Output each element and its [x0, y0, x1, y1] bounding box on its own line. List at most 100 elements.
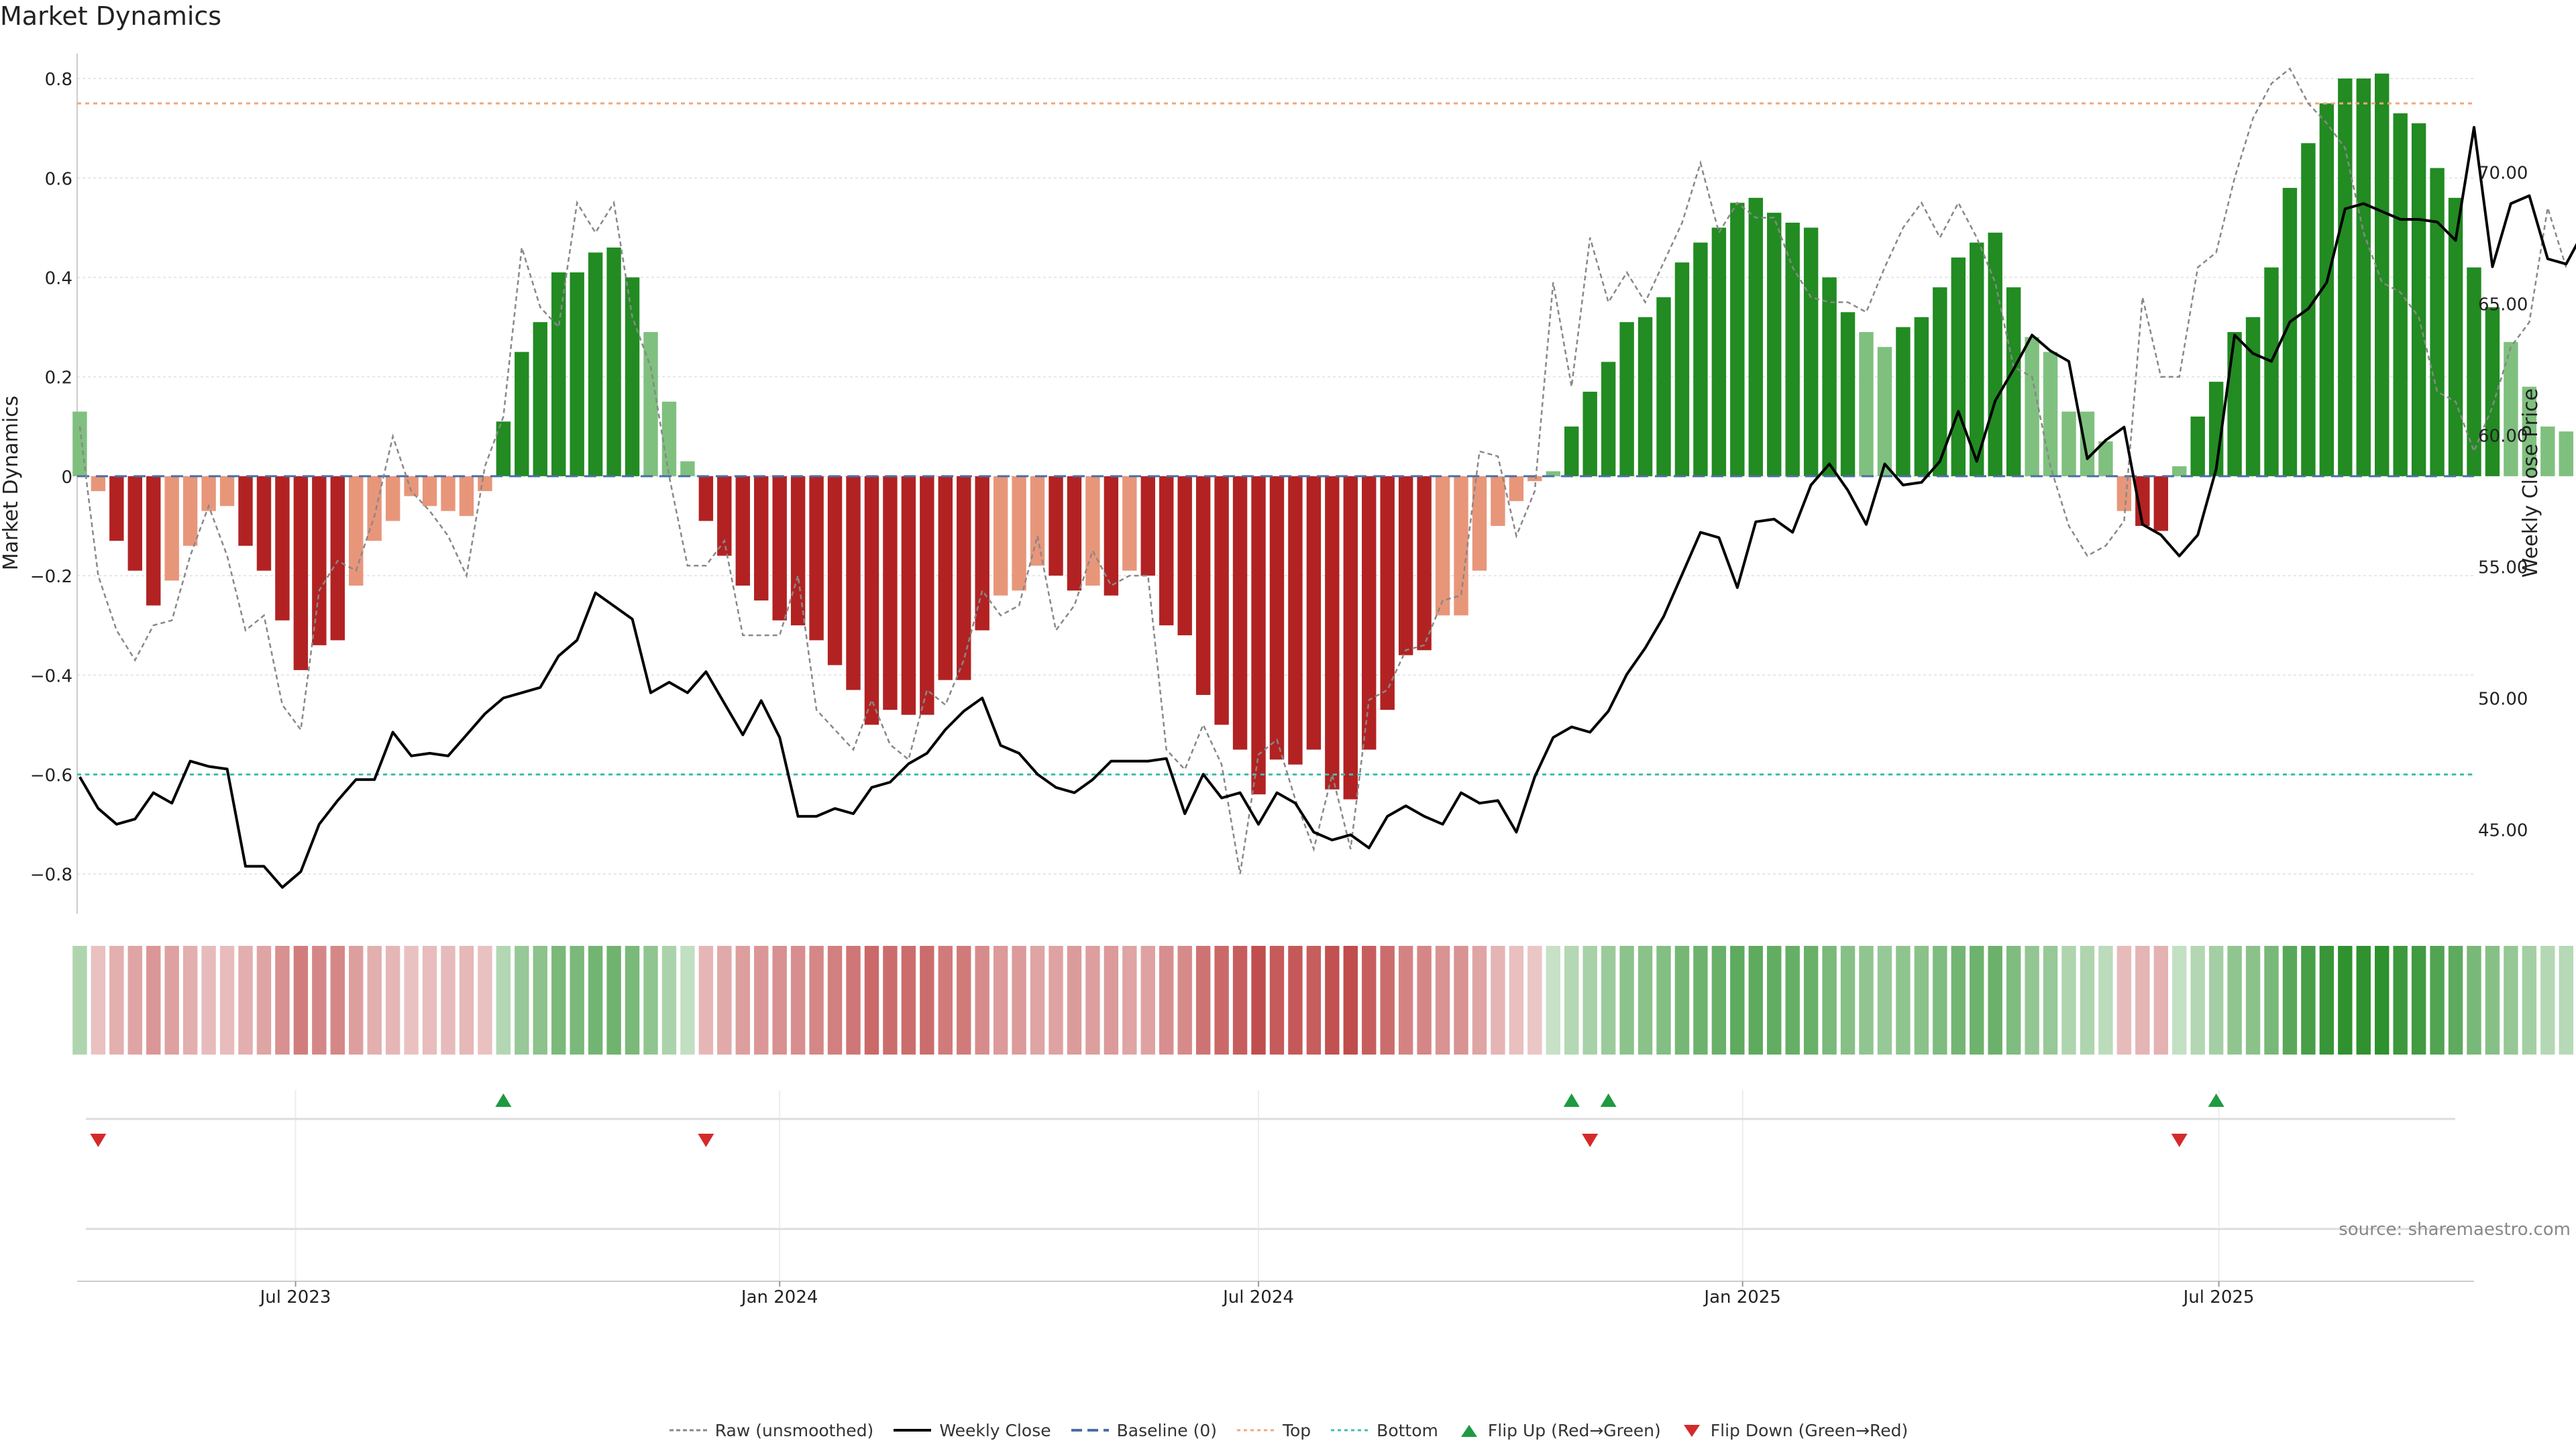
strip-cell — [515, 946, 529, 1055]
strip-cell — [1085, 946, 1100, 1055]
strip-cell — [404, 946, 419, 1055]
reference-lines — [77, 102, 2474, 776]
legend-swatch-baseline — [1071, 1428, 1109, 1432]
bar — [1822, 277, 1837, 476]
bar — [2485, 307, 2500, 476]
strip-cell — [588, 946, 603, 1055]
strip-cell — [1380, 946, 1395, 1055]
x-tick-label: Jan 2024 — [740, 1287, 818, 1307]
strip-cell — [533, 946, 547, 1055]
strip-cell — [164, 946, 179, 1055]
strip-cell — [1122, 946, 1137, 1055]
strip-cell — [1748, 946, 1763, 1055]
strip-cell — [1896, 946, 1911, 1055]
bar — [1417, 476, 1432, 651]
bar — [496, 421, 511, 476]
strip-cell — [975, 946, 989, 1055]
strip-cell — [1840, 946, 1856, 1055]
strip-cell — [2411, 946, 2426, 1055]
x-tick-label: Jul 2023 — [259, 1287, 331, 1307]
strip-cell — [2264, 946, 2279, 1055]
bar — [1527, 476, 1542, 482]
legend-item-bottom: Bottom — [1330, 1421, 1438, 1440]
bar — [1564, 426, 1579, 476]
strip-cell — [2282, 946, 2298, 1055]
strip-cell — [2172, 946, 2187, 1055]
bar — [551, 272, 566, 476]
bar — [1159, 476, 1174, 626]
y-tick-label: 0.8 — [45, 70, 72, 90]
bar — [1491, 476, 1505, 526]
bar — [2467, 267, 2481, 476]
bar — [404, 476, 419, 496]
bar — [2172, 466, 2187, 476]
strip-cell — [109, 946, 124, 1055]
bar — [1509, 476, 1524, 501]
bar — [1362, 476, 1377, 750]
strip-cell — [606, 946, 621, 1055]
legend-item-raw: Raw (unsmoothed) — [668, 1421, 873, 1440]
legend-label: Weekly Close — [939, 1421, 1051, 1440]
bar — [2375, 73, 2390, 476]
bar — [625, 277, 640, 476]
strip-cell — [275, 946, 290, 1055]
strip-cell — [2559, 946, 2573, 1055]
strip-cell — [1398, 946, 1413, 1055]
strip-cell — [827, 946, 843, 1055]
strip-cell — [2375, 946, 2390, 1055]
bar — [2282, 188, 2298, 476]
bar — [2540, 426, 2555, 476]
strip-cell — [496, 946, 511, 1055]
bar — [1122, 476, 1137, 571]
bar — [993, 476, 1008, 596]
x-tick-label: Jul 2025 — [2182, 1287, 2255, 1307]
bar — [1104, 476, 1119, 596]
strip-cell — [1656, 946, 1671, 1055]
strip-cell — [883, 946, 898, 1055]
bar — [846, 476, 861, 690]
strip-cell — [72, 946, 87, 1055]
bar — [1398, 476, 1413, 655]
legend-swatch-top — [1236, 1429, 1275, 1431]
strip-cell — [1030, 946, 1045, 1055]
strip-cell — [91, 946, 106, 1055]
strip-cell — [1140, 946, 1155, 1055]
bar — [606, 248, 621, 476]
bar — [2025, 337, 2039, 476]
strip-cell — [1012, 946, 1026, 1055]
legend-item-baseline: Baseline (0) — [1070, 1421, 1217, 1440]
legend-item-top: Top — [1236, 1421, 1311, 1440]
bar — [1674, 262, 1690, 476]
bar — [2098, 441, 2113, 476]
strip-cell — [717, 946, 732, 1055]
bar — [2522, 386, 2537, 476]
bar — [1232, 476, 1248, 750]
bar — [1933, 287, 1947, 476]
strip-cell — [1546, 946, 1560, 1055]
strip-cell — [1951, 946, 1966, 1055]
bar — [478, 476, 492, 492]
strip-cell — [1325, 946, 1340, 1055]
legend-item-flip_up: Flip Up (Red→Green) — [1457, 1421, 1661, 1440]
flip-down-marker — [1582, 1134, 1599, 1147]
strip-cell — [1914, 946, 1929, 1055]
strip-cell — [422, 946, 437, 1055]
bar — [957, 476, 971, 680]
bar — [2338, 78, 2353, 476]
strip-cell — [2061, 946, 2076, 1055]
legend-label: Baseline (0) — [1116, 1421, 1217, 1440]
strip-cell — [625, 946, 640, 1055]
bar — [1748, 197, 1763, 476]
flip-down-marker — [2171, 1134, 2188, 1147]
source-note: source: sharemaestro.com — [2339, 1220, 2571, 1240]
strip-cell — [2153, 946, 2168, 1055]
bar — [643, 331, 658, 476]
bar — [1619, 322, 1634, 476]
bar — [238, 476, 253, 546]
strip-cell — [146, 946, 161, 1055]
bar — [219, 476, 235, 506]
strip-cell — [920, 946, 934, 1055]
bar — [1970, 242, 1984, 476]
strip-cell — [478, 946, 492, 1055]
bar — [827, 476, 843, 665]
